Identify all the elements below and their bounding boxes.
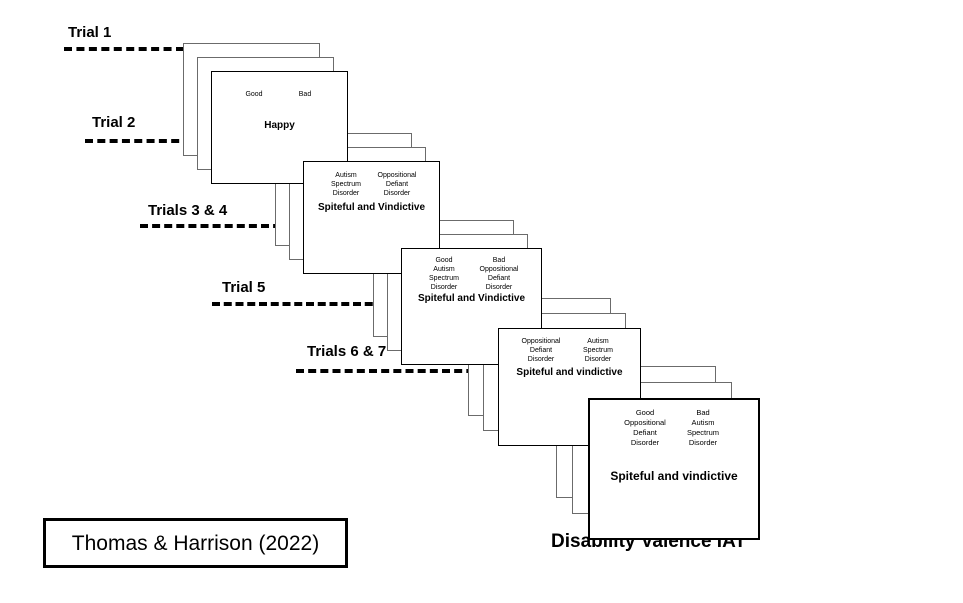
card-trials-3-4[interactable]: Good Autism Spectrum Disorder Bad Opposi…	[401, 248, 542, 365]
card-stimulus: Spiteful and vindictive	[610, 469, 738, 483]
card-right-attribute: Bad Autism Spectrum Disorder	[686, 408, 720, 447]
card-left-attribute: Autism Spectrum Disorder	[331, 172, 361, 197]
citation-text: Thomas & Harrison (2022)	[71, 531, 320, 555]
card-stimulus: Happy	[264, 120, 295, 131]
trial-separator-trials-3-4	[140, 224, 390, 228]
trial-separator-trials-6-7	[296, 369, 596, 373]
card-stack-trial-1: Good Bad Happy	[183, 43, 363, 191]
trial-label-trial-2: Trial 2	[92, 114, 136, 131]
card-left-attribute: Good Autism Spectrum Disorder	[429, 257, 459, 291]
card-stimulus: Spiteful and Vindictive	[317, 202, 426, 213]
card-left-attribute: Good Oppositional Defiant Disorder	[624, 408, 666, 447]
trial-separator-trial-1	[64, 47, 184, 51]
citation-box: Thomas & Harrison (2022)	[43, 518, 348, 568]
card-stack-trial-2: Autism Spectrum Disorder Oppositional De…	[275, 133, 460, 283]
trial-label-trial-1: Trial 1	[68, 24, 112, 41]
card-stimulus: Spiteful and Vindictive	[417, 293, 526, 304]
card-trial-2[interactable]: Autism Spectrum Disorder Oppositional De…	[303, 161, 440, 274]
card-right-attribute: Bad Oppositional Defiant Disorder	[479, 257, 519, 291]
card-left-attribute: Oppositional Defiant Disorder	[521, 338, 561, 363]
card-right-attribute: Oppositional Defiant Disorder	[377, 172, 417, 197]
card-right-attribute: Autism Spectrum Disorder	[583, 338, 613, 363]
trial-label-trials-3-4: Trials 3 & 4	[148, 202, 228, 219]
card-trials-6-7[interactable]: Good Oppositional Defiant Disorder Bad A…	[588, 398, 760, 540]
trial-label-trials-6-7: Trials 6 & 7	[307, 343, 387, 360]
card-left-attribute: Good	[245, 91, 263, 98]
trial-separator-trial-5	[212, 302, 502, 306]
card-right-attribute: Bad	[298, 91, 312, 98]
card-stimulus: Spiteful and vindictive	[516, 367, 623, 378]
trial-label-trial-5: Trial 5	[222, 279, 266, 296]
